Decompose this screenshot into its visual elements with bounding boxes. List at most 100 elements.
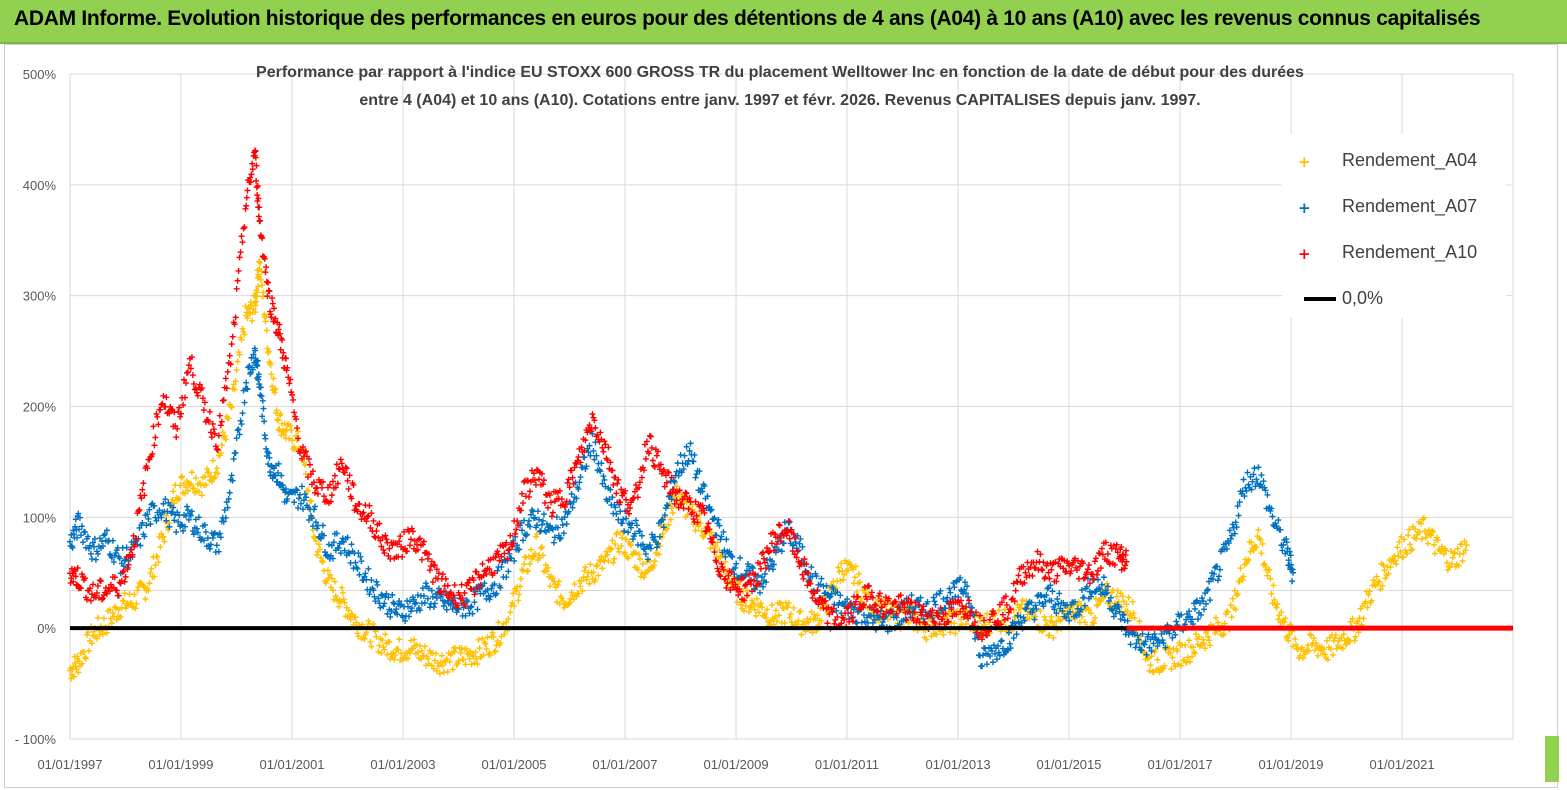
data-point [416, 607, 423, 614]
data-point [142, 596, 149, 602]
data-point [654, 448, 661, 455]
data-point [1055, 613, 1062, 620]
data-point [120, 598, 127, 605]
data-point [741, 597, 748, 604]
data-point [936, 590, 943, 597]
data-point [844, 596, 851, 603]
data-point [566, 484, 573, 491]
data-point [998, 599, 1005, 606]
data-point [723, 536, 730, 543]
data-point [668, 474, 675, 481]
data-point [1206, 637, 1212, 644]
data-point [1014, 612, 1021, 619]
data-point [252, 154, 259, 161]
data-point [208, 434, 215, 441]
data-point [378, 650, 385, 657]
data-point [670, 477, 677, 484]
y-axis-ticks: 500%400%300%200%100%0%- 100% [15, 67, 57, 747]
data-point [463, 645, 470, 652]
data-point [1083, 583, 1090, 590]
data-point [466, 655, 473, 662]
data-point [550, 539, 557, 546]
data-point [503, 574, 510, 581]
data-point [208, 478, 215, 485]
data-point [1196, 633, 1203, 640]
data-point [177, 413, 184, 420]
data-point [768, 540, 775, 547]
data-point [461, 589, 468, 596]
data-point [1461, 538, 1468, 545]
data-point [222, 436, 229, 443]
data-point [333, 596, 340, 603]
data-point [376, 642, 383, 649]
data-point [963, 603, 970, 610]
data-point [324, 567, 331, 574]
data-point [785, 599, 792, 606]
data-point [260, 405, 267, 412]
data-point [792, 534, 799, 541]
data-point [607, 486, 614, 493]
data-point [449, 597, 456, 604]
data-point [123, 544, 130, 551]
data-point [1431, 541, 1437, 548]
data-point [1250, 547, 1257, 554]
data-point [263, 264, 270, 271]
data-point [364, 513, 371, 520]
data-point [505, 568, 512, 575]
data-point [879, 613, 886, 620]
data-point [586, 442, 593, 449]
data-point [406, 650, 413, 657]
data-point [1299, 655, 1306, 662]
legend-item-zero: 0,0% [1282, 284, 1506, 314]
data-point [558, 595, 565, 602]
data-point [543, 568, 550, 575]
data-point [710, 534, 717, 541]
data-point [1077, 606, 1084, 613]
data-point [229, 477, 236, 484]
data-point [163, 517, 170, 524]
data-point [662, 472, 669, 479]
data-point [1201, 640, 1207, 647]
data-point [763, 544, 770, 551]
data-point [613, 490, 620, 497]
data-point [1253, 476, 1260, 483]
data-point [1010, 635, 1017, 642]
data-point [153, 517, 160, 524]
data-point [232, 449, 239, 456]
data-point [465, 579, 472, 586]
data-point [289, 391, 296, 398]
data-point [781, 620, 788, 627]
data-point [407, 637, 414, 644]
data-point [430, 604, 437, 611]
data-point [1133, 640, 1140, 647]
data-point [745, 608, 752, 615]
data-point [110, 559, 117, 566]
data-point [93, 589, 100, 596]
data-point [367, 524, 374, 531]
data-point [161, 538, 168, 545]
data-point [689, 509, 696, 516]
y-tick-label: 100% [23, 510, 57, 525]
data-point [1377, 586, 1384, 593]
data-point [222, 514, 229, 521]
data-point [601, 476, 608, 483]
data-point [489, 629, 496, 636]
data-point [414, 546, 421, 553]
data-point [653, 544, 660, 551]
data-point [540, 477, 547, 484]
data-point [1190, 644, 1197, 651]
data-point [1084, 566, 1091, 573]
data-point [348, 541, 355, 548]
data-point [421, 643, 428, 650]
data-point [408, 525, 415, 532]
data-point [131, 591, 138, 598]
data-point [185, 362, 192, 369]
data-point [561, 514, 568, 521]
data-point [255, 371, 262, 378]
data-point [468, 586, 475, 593]
data-point [1191, 648, 1198, 655]
scrollbar-corner[interactable] [1545, 736, 1559, 782]
data-point [304, 474, 311, 481]
data-point [209, 457, 216, 464]
data-point [1284, 545, 1291, 552]
